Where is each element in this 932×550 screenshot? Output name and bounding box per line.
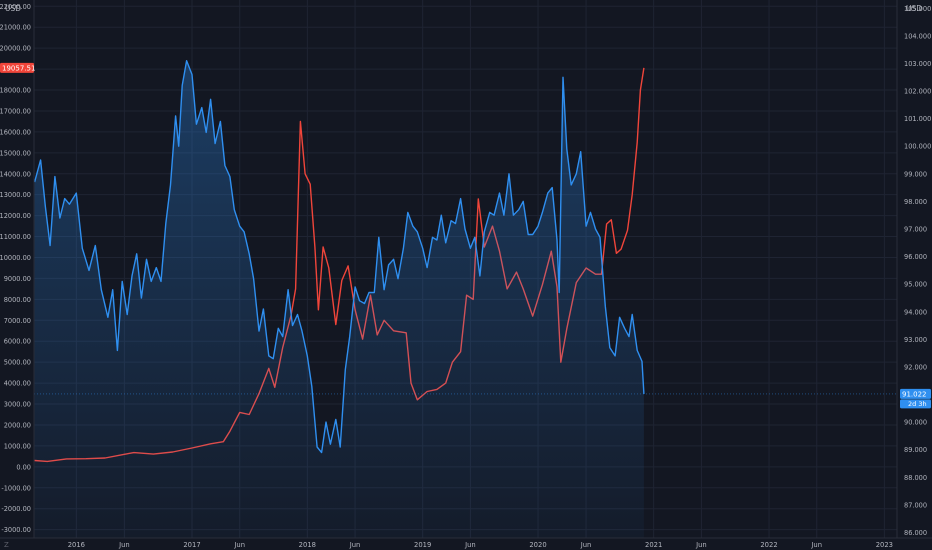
left-tick-label: 11000.00 — [0, 233, 31, 241]
right-tick-label: 89.000 — [904, 446, 927, 454]
x-tick-label: Jun — [580, 541, 592, 549]
left-tick-label: 5000.00 — [4, 359, 31, 367]
x-tick-label: 2020 — [529, 541, 546, 549]
right-tick-label: 93.000 — [904, 336, 927, 344]
x-tick-label: 2023 — [876, 541, 893, 549]
left-tick-label: 9000.00 — [4, 275, 31, 283]
plot-area[interactable] — [33, 60, 897, 538]
right-tick-label: 98.000 — [904, 198, 927, 206]
right-tick-label: 90.000 — [904, 419, 927, 427]
right-unit-label: USD — [906, 4, 922, 13]
left-tick-label: 12000.00 — [0, 212, 31, 220]
left-tick-label: 1000.00 — [4, 442, 31, 450]
right-countdown-text: 2d 3h — [908, 400, 927, 408]
x-tick-label: Jun — [464, 541, 476, 549]
series-line-blue[interactable] — [33, 60, 645, 454]
right-tick-label: 92.000 — [904, 363, 927, 371]
x-tick-label: 2022 — [760, 541, 777, 549]
left-tick-label: -3000.00 — [1, 526, 31, 534]
x-tick-label: 2017 — [183, 541, 200, 549]
right-tick-label: 97.000 — [904, 225, 927, 233]
left-tick-label: 4000.00 — [4, 380, 31, 388]
left-tick-label: 21000.00 — [0, 24, 31, 32]
left-tick-label: 20000.00 — [0, 45, 31, 53]
right-tick-label: 103.000 — [904, 60, 931, 68]
left-tick-label: 17000.00 — [0, 107, 31, 115]
left-tick-label: -1000.00 — [1, 484, 31, 492]
left-axis-ticks: -3000.00 -2000.00 -1000.00 0.00 1000.00 2000.… — [0, 3, 31, 534]
left-tick-label: 15000.00 — [0, 149, 31, 157]
left-price-badge-text: 19057.51 — [2, 64, 35, 72]
right-tick-label: 86.000 — [904, 529, 927, 537]
right-tick-label: 87.000 — [904, 501, 927, 509]
x-tick-label: 2016 — [68, 541, 85, 549]
x-tick-label: Jun — [695, 541, 707, 549]
left-tick-label: 3000.00 — [4, 401, 31, 409]
left-tick-label: 13000.00 — [0, 191, 31, 199]
left-tick-label: 16000.00 — [0, 128, 31, 136]
left-tick-label: 8000.00 — [4, 296, 31, 304]
corner-glyph[interactable]: Z — [4, 541, 9, 549]
left-tick-label: 10000.00 — [0, 254, 31, 262]
x-tick-label: 2018 — [299, 541, 316, 549]
left-price-badge — [0, 62, 34, 73]
left-tick-label: 22000.00 — [0, 3, 31, 11]
left-tick-label: 2000.00 — [4, 421, 31, 429]
x-tick-label: 2019 — [414, 541, 431, 549]
right-tick-label: 100.000 — [904, 143, 931, 151]
axis-badges: 19057.51 91.022 2d 3h — [0, 62, 931, 409]
x-tick-label: Jun — [233, 541, 245, 549]
right-countdown-badge — [900, 399, 931, 409]
x-axis-ticks: 2016 Jun 2017 Jun 2018 Jun 2019 Jun 2020 Jun 2021 J… — [68, 541, 893, 549]
x-tick-label: 2021 — [645, 541, 662, 549]
right-tick-label: 105.000 — [904, 5, 931, 13]
right-tick-label: 101.000 — [904, 115, 931, 123]
x-tick-label: Jun — [810, 541, 822, 549]
right-tick-label: 96.000 — [904, 253, 927, 261]
right-tick-label: 94.000 — [904, 308, 927, 316]
x-tick-label: Jun — [118, 541, 130, 549]
left-tick-label: 18000.00 — [0, 87, 31, 95]
x-tick-label: Jun — [349, 541, 361, 549]
left-tick-label: 14000.00 — [0, 170, 31, 178]
right-tick-label: 99.000 — [904, 170, 927, 178]
series-area-fill-1 — [34, 60, 644, 538]
right-price-badge-text: 91.022 — [902, 390, 927, 398]
left-tick-label: 0.00 — [16, 463, 31, 471]
left-tick-label: 7000.00 — [4, 317, 31, 325]
right-tick-label: 104.000 — [904, 32, 931, 40]
right-axis-ticks: 86.00087.00088.00089.00090.00091.00092.0… — [904, 5, 931, 537]
right-tick-label: 88.000 — [904, 474, 927, 482]
left-tick-label: -2000.00 — [1, 505, 31, 513]
right-price-badge — [900, 388, 931, 399]
left-unit-label: USD — [5, 4, 21, 13]
right-tick-label: 102.000 — [904, 88, 931, 96]
left-tick-label: 6000.00 — [4, 338, 31, 346]
right-tick-label: 95.000 — [904, 281, 927, 289]
